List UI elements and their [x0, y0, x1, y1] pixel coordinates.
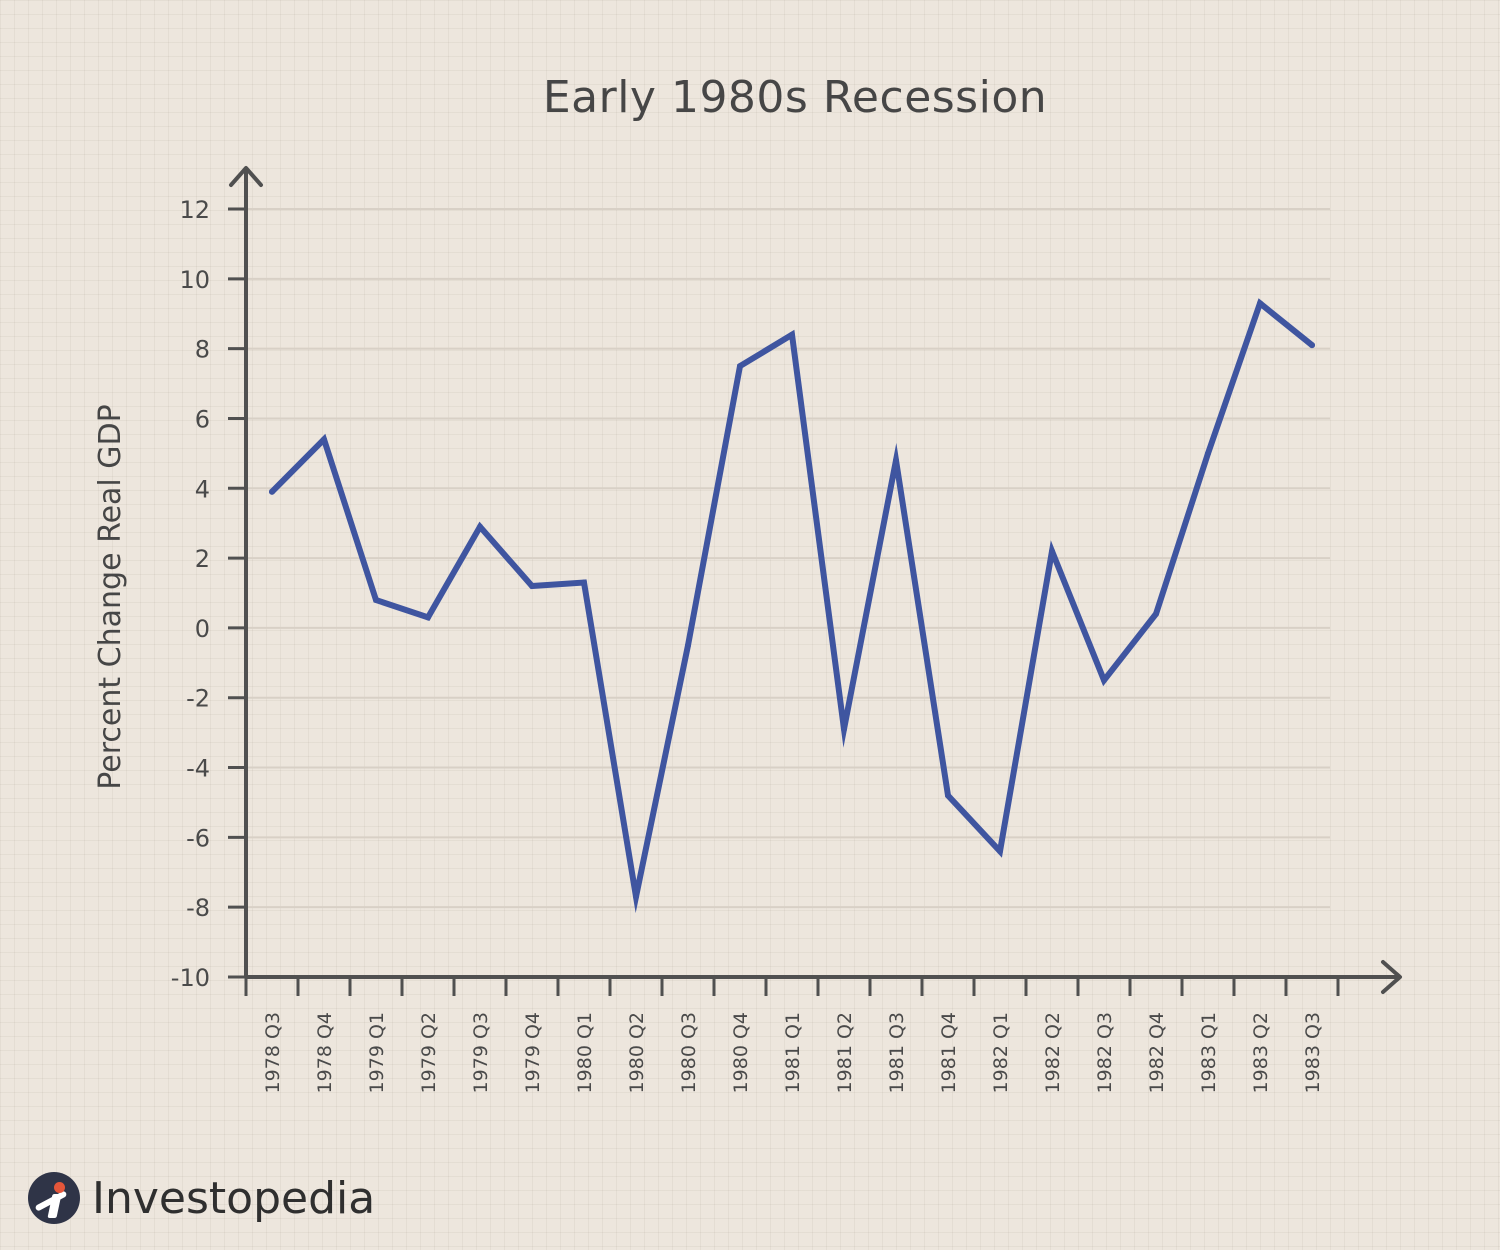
x-tick-label: 1982 Q3 — [1094, 1012, 1116, 1093]
x-tick-label: 1980 Q4 — [730, 1012, 752, 1093]
data-point — [269, 488, 275, 495]
x-tick-label: 1978 Q3 — [262, 1012, 284, 1093]
x-axis-arrow — [1381, 960, 1402, 994]
x-tick-label: 1983 Q2 — [1250, 1012, 1272, 1093]
data-point — [841, 726, 847, 733]
y-ticks: 12 10 8 6 4 2 0 -2 -4 -6 -8 -10 — [171, 196, 246, 992]
x-tick-label: 1980 Q3 — [678, 1012, 700, 1093]
data-point — [477, 523, 483, 530]
y-tick-label: -4 — [186, 755, 210, 783]
data-point — [737, 363, 743, 370]
data-point — [789, 331, 795, 338]
x-tick-label: 1983 Q1 — [1198, 1012, 1220, 1093]
x-tick-label: 1982 Q4 — [1146, 1012, 1168, 1093]
y-tick-label: 8 — [195, 336, 210, 364]
data-point — [633, 893, 639, 900]
brand-name: Investopedia — [92, 1172, 376, 1224]
x-tick-label: 1979 Q1 — [366, 1012, 388, 1093]
data-point — [945, 792, 951, 799]
x-tick-label: 1981 Q1 — [782, 1012, 804, 1093]
series-layer — [269, 298, 1315, 914]
x-tick-label: 1979 Q4 — [522, 1012, 544, 1093]
data-point — [1205, 450, 1211, 457]
data-point — [997, 848, 1003, 855]
data-point — [529, 583, 535, 589]
y-axis-label: Percent Change Real GDP — [93, 404, 128, 789]
brand-logo: Investopedia — [28, 1170, 375, 1226]
y-tick-label: 4 — [195, 475, 210, 503]
x-tick-label: 1978 Q4 — [314, 1012, 336, 1093]
data-point — [581, 579, 587, 586]
y-tick-label: 0 — [195, 615, 210, 643]
axes — [229, 166, 1402, 994]
y-tick-label: 10 — [179, 266, 210, 294]
data-point — [1309, 342, 1315, 349]
y-axis-arrow — [229, 166, 263, 187]
data-point — [1153, 610, 1159, 617]
data-point — [373, 597, 379, 603]
investopedia-logo-icon — [28, 1172, 80, 1224]
x-tick-label: 1982 Q2 — [1042, 1012, 1064, 1093]
y-tick-label: -8 — [186, 894, 210, 922]
series-line — [269, 298, 1315, 914]
y-tick-label: 2 — [195, 545, 210, 573]
y-tick-label: 12 — [179, 196, 210, 224]
data-point — [1101, 677, 1107, 684]
y-tick-label: -6 — [186, 824, 210, 852]
y-tick-label: -2 — [186, 685, 210, 713]
x-tick-label: 1980 Q2 — [626, 1012, 648, 1093]
grid-lines — [246, 208, 1330, 909]
y-tick-label: 6 — [195, 405, 210, 433]
x-tick-label: 1979 Q3 — [470, 1012, 492, 1093]
data-point — [893, 457, 899, 464]
x-tick-label: 1983 Q3 — [1302, 1012, 1324, 1093]
data-point — [1257, 300, 1263, 307]
data-point — [321, 436, 327, 443]
x-tick-label: 1981 Q2 — [834, 1012, 856, 1093]
x-tick-label: 1981 Q3 — [886, 1012, 908, 1093]
data-point — [1049, 548, 1055, 555]
data-point — [685, 642, 691, 649]
x-tick-label: 1979 Q2 — [418, 1012, 440, 1093]
data-point — [425, 614, 431, 621]
x-tick-label: 1982 Q1 — [990, 1012, 1012, 1093]
x-tick-label: 1981 Q4 — [938, 1012, 960, 1093]
x-ticks: 1978 Q3 1978 Q4 1979 Q1 1979 Q2 1979 Q3 1979 … — [244, 977, 1340, 1093]
y-tick-label: -10 — [171, 964, 210, 992]
chart-title: Early 1980s Recession — [542, 72, 1048, 123]
x-tick-label: 1980 Q1 — [574, 1012, 596, 1093]
